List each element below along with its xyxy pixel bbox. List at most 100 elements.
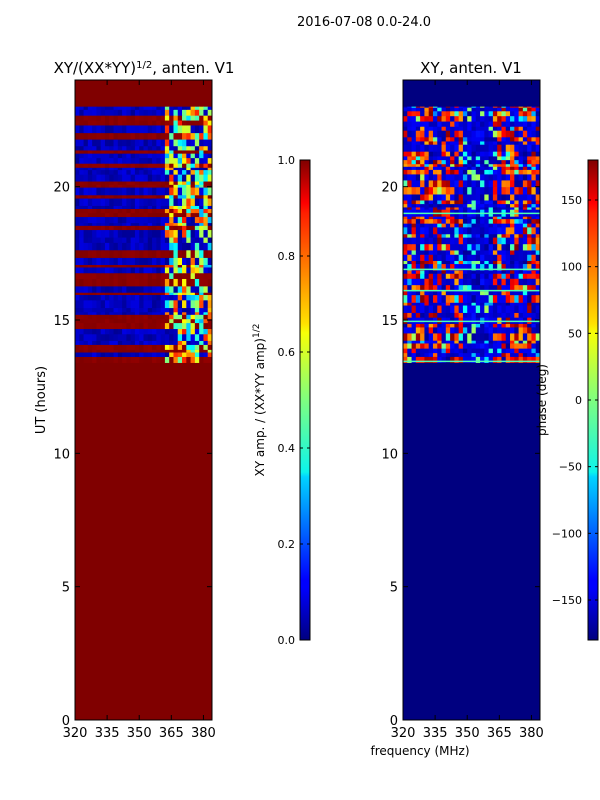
- heatmap-cell: [104, 145, 110, 151]
- heatmap-cell: [152, 307, 157, 313]
- heatmap-cell: [510, 130, 515, 138]
- heatmap-cell: [527, 250, 532, 255]
- heatmap-cell: [488, 290, 494, 296]
- heatmap-cell: [514, 169, 520, 175]
- heatmap-cell: [207, 181, 212, 185]
- heatmap-cell: [100, 153, 106, 159]
- heatmap-cell: [143, 318, 149, 324]
- heatmap-cell: [199, 125, 204, 134]
- heatmap-cell: [428, 348, 434, 354]
- heatmap-cell: [194, 318, 200, 324]
- heatmap-cell: [117, 120, 123, 126]
- heatmap-cell: [411, 352, 417, 357]
- heatmap-cell: [411, 144, 417, 152]
- heatmap-cell: [428, 163, 434, 167]
- heatmap-cell: [527, 174, 532, 181]
- heatmap-cell: [117, 328, 123, 335]
- heatmap-cell: [522, 136, 528, 142]
- heatmap-cell: [510, 151, 515, 157]
- heatmap-cell: [535, 243, 540, 251]
- heatmap-cell: [169, 139, 174, 147]
- heatmap-cell: [122, 132, 127, 140]
- heatmap-cell: [522, 115, 528, 122]
- heatmap-cell: [186, 174, 192, 182]
- heatmap-cell: [130, 106, 136, 110]
- heatmap-cell: [514, 115, 520, 122]
- heatmap-cell: [501, 237, 507, 245]
- heatmap-cell: [475, 136, 481, 142]
- heatmap-cell: [484, 169, 490, 175]
- heatmap-cell: [182, 187, 187, 196]
- heatmap-cell: [143, 344, 149, 350]
- heatmap-cell: [194, 352, 200, 357]
- heatmap-cell: [428, 218, 434, 224]
- heatmap-cell: [424, 163, 430, 167]
- heatmap-cell: [488, 340, 494, 344]
- heatmap-cell: [100, 340, 106, 345]
- heatmap-cell: [117, 272, 123, 279]
- heatmap-cell: [462, 227, 468, 235]
- heatmap-cell: [484, 356, 490, 363]
- heatmap-cell: [458, 254, 464, 261]
- heatmap-cell: [514, 302, 520, 306]
- heatmap-cell: [437, 260, 443, 265]
- colorbar-tick-label: 1.0: [278, 154, 296, 167]
- heatmap-cell: [501, 227, 507, 235]
- heatmap-cell: [109, 242, 115, 251]
- heatmap-cell: [152, 333, 157, 341]
- heatmap-cell: [488, 203, 494, 208]
- heatmap-cell: [156, 194, 162, 199]
- heatmap-cell: [100, 115, 106, 121]
- heatmap-cell: [424, 250, 430, 255]
- heatmap-cell: [207, 187, 212, 196]
- heatmap-cell: [501, 233, 507, 238]
- heatmap-cell: [186, 225, 192, 231]
- heatmap-cell: [182, 311, 187, 315]
- heatmap-cell: [437, 237, 443, 245]
- heatmap-cell: [164, 212, 170, 218]
- heatmap-cell: [152, 120, 157, 126]
- heatmap-cell: [92, 278, 97, 287]
- heatmap-cell: [177, 272, 183, 279]
- heatmap-cell: [87, 328, 93, 335]
- heatmap-cell: [467, 186, 472, 195]
- heatmap-cell: [450, 340, 455, 344]
- heatmap-cell: [203, 328, 209, 335]
- heatmap-cell: [484, 227, 490, 235]
- heatmap-cell: [458, 174, 464, 181]
- heatmap-cell: [186, 184, 192, 188]
- heatmap-cell: [177, 174, 183, 182]
- heatmap-cell: [514, 136, 520, 142]
- heatmap-cell: [203, 115, 209, 121]
- heatmap-cell: [113, 212, 119, 218]
- y-tick-label: 0: [62, 714, 70, 729]
- heatmap-cell: [420, 284, 425, 292]
- heatmap-cell: [109, 294, 115, 301]
- heatmap-cell: [109, 132, 115, 140]
- heatmap-cell: [83, 222, 89, 226]
- heatmap-cell: [96, 198, 102, 206]
- heatmap-cell: [454, 144, 460, 152]
- heatmap-cell: [462, 126, 468, 131]
- heatmap-cell: [415, 254, 421, 261]
- heatmap-cell: [160, 356, 166, 363]
- heatmap-cell: [182, 300, 187, 309]
- heatmap-cell: [475, 121, 481, 127]
- heatmap-cell: [190, 167, 196, 171]
- heatmap-cell: [152, 132, 157, 140]
- heatmap-cell: [190, 333, 196, 341]
- heatmap-cell: [407, 141, 413, 145]
- x-tick-label: 365: [487, 726, 512, 741]
- heatmap-cell: [497, 156, 502, 161]
- heatmap-cell: [518, 186, 524, 195]
- heatmap-cell: [126, 169, 132, 175]
- heatmap-cell: [113, 267, 119, 274]
- heatmap-cell: [75, 292, 80, 296]
- heatmap-cell: [194, 278, 200, 287]
- heatmap-cell: [467, 174, 472, 181]
- heatmap-cell: [182, 145, 187, 151]
- heatmap-cell: [510, 305, 515, 313]
- heatmap-cell: [424, 180, 430, 188]
- heatmap-cell: [134, 272, 140, 279]
- heatmap-cell: [527, 278, 532, 286]
